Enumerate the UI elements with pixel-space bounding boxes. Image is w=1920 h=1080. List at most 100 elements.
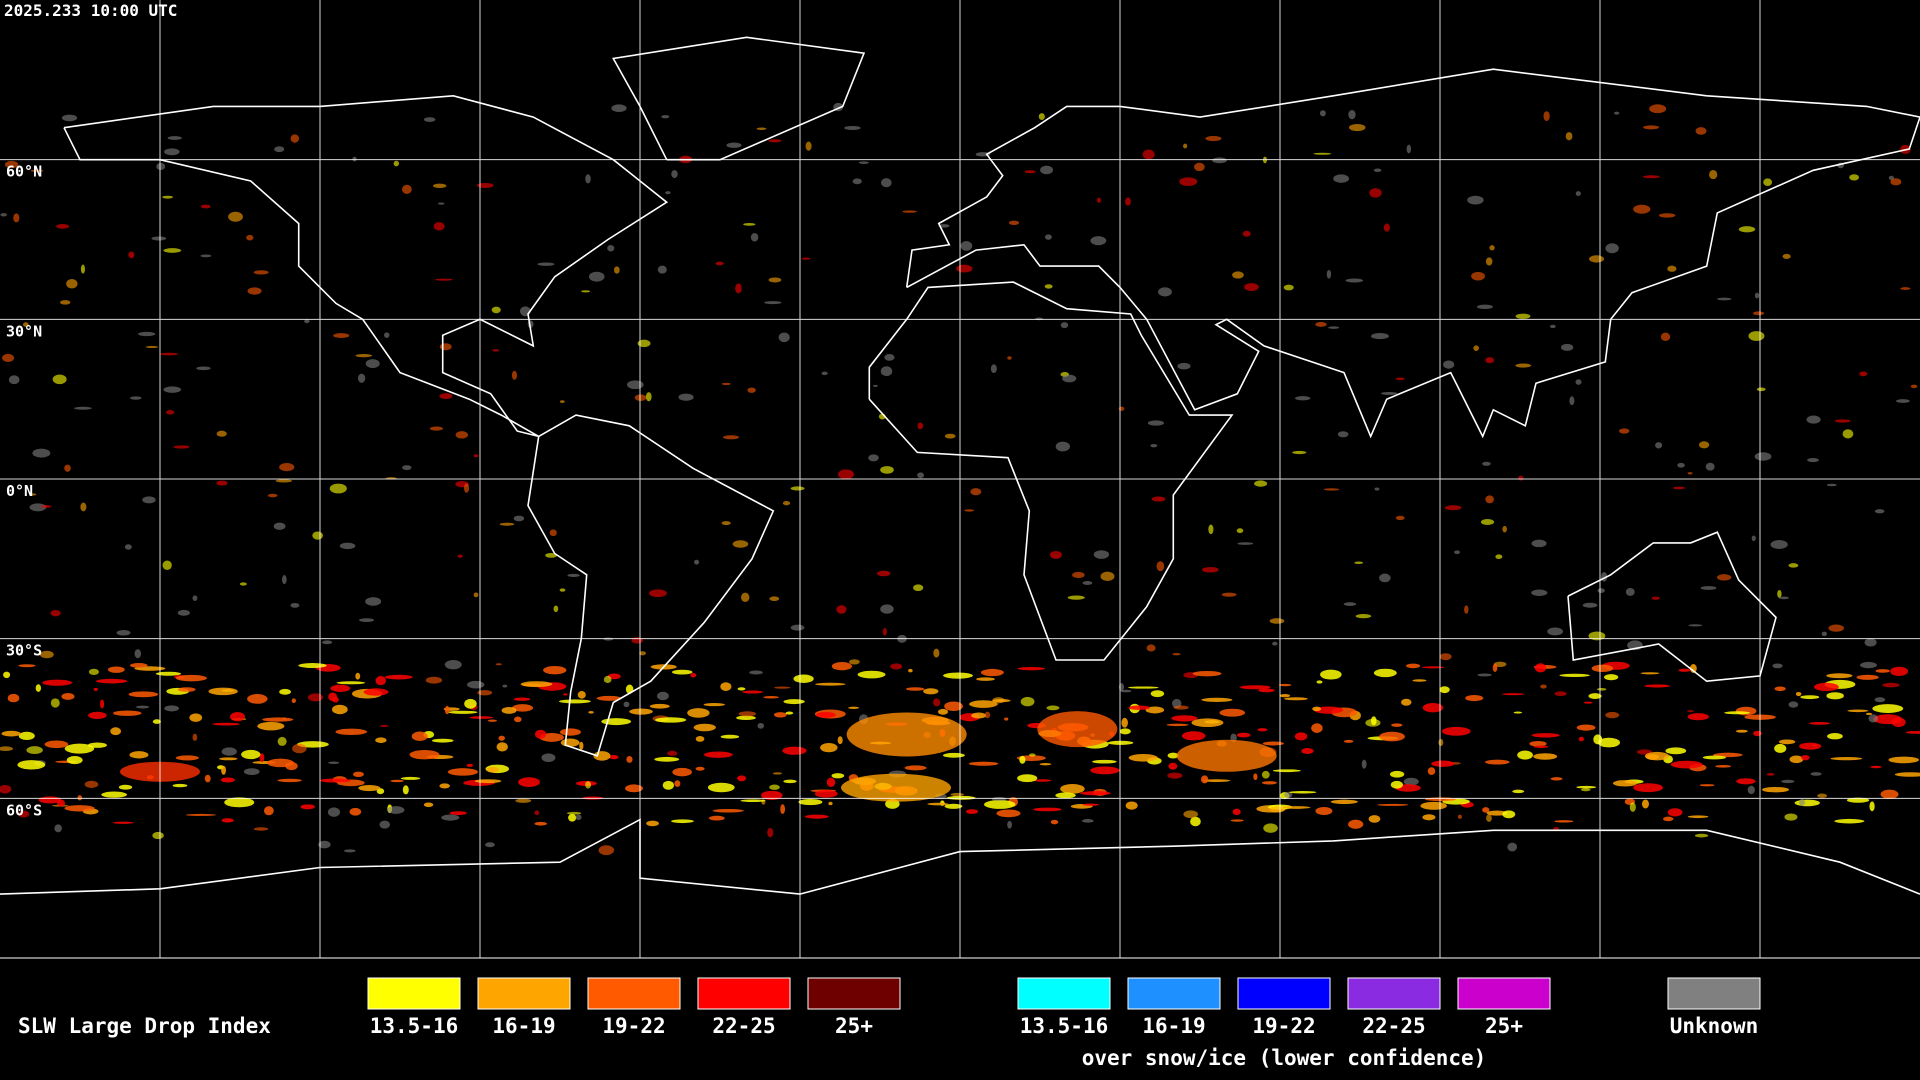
cloud-patch	[1390, 780, 1403, 789]
cloud-patch	[1090, 766, 1120, 775]
cloud-patch	[1735, 729, 1748, 733]
cloud-patch	[984, 711, 991, 719]
cloud-patch	[763, 695, 779, 699]
cloud-patch	[518, 777, 540, 787]
cloud-patch	[1177, 362, 1191, 370]
cloud-patch	[1067, 595, 1085, 600]
cloud-patch	[1060, 322, 1069, 329]
cloud-patch	[1554, 691, 1567, 697]
cloud-patch	[773, 686, 791, 689]
cloud-patch	[848, 706, 859, 709]
cloud-patch	[332, 696, 339, 703]
cloud-patch	[1044, 234, 1052, 240]
cloud-patch	[384, 674, 413, 680]
cloud-patch	[712, 809, 744, 813]
cloud-patch	[1766, 772, 1775, 776]
cloud-patch	[39, 650, 54, 659]
cloud-patch	[26, 746, 43, 754]
cloud-patch	[805, 141, 812, 151]
cloud-patch	[1167, 752, 1179, 759]
cloud-patch	[1147, 420, 1165, 426]
cloud-patch	[1495, 554, 1503, 560]
cloud-patch	[1629, 802, 1636, 812]
cloud-patch	[648, 589, 667, 598]
cloud-patch	[162, 560, 172, 570]
cloud-patch	[177, 687, 196, 692]
cloud-patch	[409, 749, 440, 760]
cloud-patch	[439, 343, 452, 351]
cloud-patch	[107, 666, 125, 673]
cloud-patch	[142, 496, 156, 504]
cloud-patch	[750, 232, 759, 242]
cloud-patch	[566, 811, 582, 815]
cloud-patch	[980, 668, 1004, 677]
cloud-patch	[1507, 842, 1518, 852]
legend-swatch	[587, 977, 681, 1010]
cloud-patch	[1480, 519, 1495, 526]
cloud-patch	[992, 699, 1011, 703]
cloud-patch	[1643, 125, 1660, 130]
cloud-patch	[1834, 818, 1865, 824]
cloud-patch	[304, 319, 310, 324]
cloud-patch	[1441, 726, 1471, 736]
cloud-patch	[156, 162, 166, 171]
cloud-patch	[1625, 587, 1635, 596]
cloud-patch	[1374, 487, 1380, 491]
cloud-patch	[402, 184, 412, 194]
cloud-patch	[588, 711, 594, 714]
cloud-patch	[1262, 741, 1284, 746]
cloud-patch	[1569, 396, 1575, 406]
cloud-patch	[1379, 731, 1405, 742]
cloud-patch	[1192, 670, 1222, 677]
cloud-patch	[64, 805, 95, 812]
cloud-patch	[1343, 602, 1357, 606]
cloud-patch	[447, 768, 479, 776]
cloud-patch	[579, 741, 584, 750]
cloud-patch	[1024, 170, 1036, 174]
cloud-patch	[3, 671, 11, 679]
cloud-patch	[626, 755, 633, 763]
cloud-patch	[124, 544, 132, 550]
cloud-patch	[1145, 706, 1165, 714]
cloud-patch	[466, 763, 473, 767]
cloud-patch	[1120, 689, 1132, 693]
cloud-patch	[359, 618, 375, 623]
cloud-patch	[735, 283, 742, 294]
cloud-patch	[1323, 488, 1340, 491]
cloud-patch	[1072, 571, 1085, 579]
cloud-patch	[1292, 450, 1307, 455]
cloud-patch	[1842, 429, 1854, 439]
cloud-patch	[487, 719, 497, 722]
cloud-patch	[432, 183, 447, 189]
cloud-patch	[329, 483, 347, 494]
cloud-patch	[890, 663, 903, 670]
cloud-patch	[1205, 135, 1222, 142]
cloud-patch	[790, 624, 805, 631]
coastline	[0, 818, 1920, 895]
cloud-patch	[1554, 820, 1574, 823]
cloud-patch	[545, 552, 558, 558]
cloud-patch	[1093, 550, 1110, 559]
cloud-patch	[601, 718, 632, 726]
cloud-patch	[134, 649, 142, 659]
cloud-patch	[1702, 755, 1727, 760]
cloud-patch	[1128, 753, 1158, 762]
cloud-patch	[1263, 823, 1278, 833]
cloud-patch	[1799, 798, 1805, 806]
cloud-patch	[661, 115, 670, 119]
cloud-patch	[1183, 143, 1188, 149]
lat-label: 30°S	[6, 642, 42, 660]
cloud-patch	[820, 743, 838, 753]
cloud-patch	[976, 677, 995, 681]
cloud-patch	[1565, 132, 1573, 141]
cloud-patch	[1896, 399, 1910, 403]
cloud-patch	[1278, 683, 1292, 687]
cloud-patch	[1751, 535, 1756, 542]
cloud-patch	[411, 731, 428, 742]
cloud-patch	[163, 386, 182, 393]
cloud-patch	[1239, 685, 1271, 690]
cloud-patch	[520, 681, 553, 688]
cloud-patch	[1062, 374, 1077, 383]
cloud-patch	[1444, 505, 1462, 511]
